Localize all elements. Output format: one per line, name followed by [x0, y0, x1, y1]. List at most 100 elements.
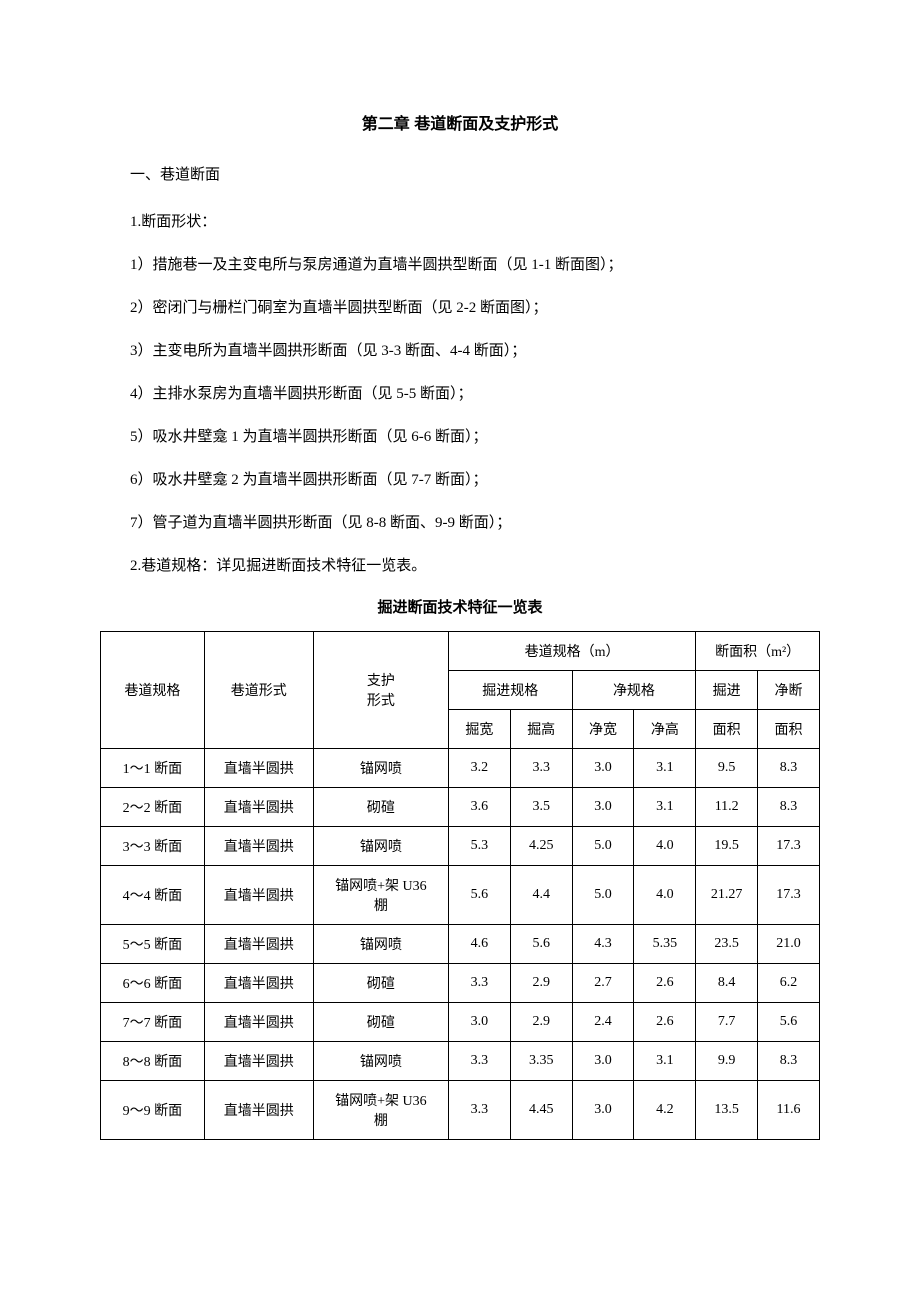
- table-cell: 5.6: [510, 925, 572, 964]
- table-cell: 锚网喷: [313, 827, 448, 866]
- table-cell: 4.0: [634, 827, 696, 866]
- table-cell: 3.6: [448, 788, 510, 827]
- table-cell: 直墙半圆拱: [204, 1042, 313, 1081]
- table-cell: 砌碹: [313, 964, 448, 1003]
- table-cell: 3.0: [572, 1081, 634, 1140]
- table-cell: 3.35: [510, 1042, 572, 1081]
- table-cell: 8～8 断面: [101, 1042, 205, 1081]
- shape-heading: 1.断面形状：: [100, 209, 820, 236]
- table-cell: 9.5: [696, 749, 758, 788]
- table-row: 7～7 断面直墙半圆拱砌碹3.02.92.42.67.75.6: [101, 1003, 820, 1042]
- th-dig-h: 掘高: [510, 710, 572, 749]
- table-body: 1～1 断面直墙半圆拱锚网喷3.23.33.03.19.58.32～2 断面直墙…: [101, 749, 820, 1140]
- table-cell: 3.3: [448, 1042, 510, 1081]
- table-cell: 3.0: [572, 1042, 634, 1081]
- table-cell: 3.1: [634, 1042, 696, 1081]
- list-item: 6）吸水井壁龛 2 为直墙半圆拱形断面（见 7-7 断面）；: [100, 467, 820, 494]
- table-cell: 8.3: [758, 749, 820, 788]
- table-cell: 直墙半圆拱: [204, 866, 313, 925]
- th-support: 支护形式: [313, 632, 448, 749]
- th-sub-net: 净规格: [572, 671, 696, 710]
- table-cell: 6.2: [758, 964, 820, 1003]
- table-cell: 4.2: [634, 1081, 696, 1140]
- table-cell: 3.0: [572, 749, 634, 788]
- table-cell: 6～6 断面: [101, 964, 205, 1003]
- table-cell: 砌碹: [313, 788, 448, 827]
- table-cell: 7～7 断面: [101, 1003, 205, 1042]
- table-cell: 5.3: [448, 827, 510, 866]
- table-cell: 5.0: [572, 827, 634, 866]
- table-cell: 锚网喷+架 U36棚: [313, 1081, 448, 1140]
- table-cell: 5.6: [448, 866, 510, 925]
- table-cell: 3.1: [634, 749, 696, 788]
- table-cell: 11.2: [696, 788, 758, 827]
- th-group-spec: 巷道规格（m）: [448, 632, 695, 671]
- table-cell: 17.3: [758, 827, 820, 866]
- table-row: 9～9 断面直墙半圆拱锚网喷+架 U36棚3.34.453.04.213.511…: [101, 1081, 820, 1140]
- list-item: 5）吸水井壁龛 1 为直墙半圆拱形断面（见 6-6 断面）；: [100, 424, 820, 451]
- table-cell: 2.7: [572, 964, 634, 1003]
- table-cell: 直墙半圆拱: [204, 1081, 313, 1140]
- table-cell: 2.9: [510, 1003, 572, 1042]
- table-cell: 锚网喷: [313, 749, 448, 788]
- list-item: 4）主排水泵房为直墙半圆拱形断面（见 5-5 断面）；: [100, 381, 820, 408]
- table-cell: 4.4: [510, 866, 572, 925]
- table-cell: 锚网喷+架 U36棚: [313, 866, 448, 925]
- th-net-w: 净宽: [572, 710, 634, 749]
- table-cell: 2.6: [634, 1003, 696, 1042]
- table-cell: 4.6: [448, 925, 510, 964]
- table-cell: 9～9 断面: [101, 1081, 205, 1140]
- spec-table: 巷道规格 巷道形式 支护形式 巷道规格（m） 断面积（m²） 掘进规格 净规格 …: [100, 631, 820, 1140]
- table-cell: 4.25: [510, 827, 572, 866]
- table-cell: 直墙半圆拱: [204, 925, 313, 964]
- th-area-dig-bot: 面积: [696, 710, 758, 749]
- table-cell: 2.6: [634, 964, 696, 1003]
- table-cell: 直墙半圆拱: [204, 749, 313, 788]
- table-cell: 3.1: [634, 788, 696, 827]
- table-cell: 23.5: [696, 925, 758, 964]
- table-row: 6～6 断面直墙半圆拱砌碹3.32.92.72.68.46.2: [101, 964, 820, 1003]
- table-cell: 7.7: [696, 1003, 758, 1042]
- table-cell: 直墙半圆拱: [204, 964, 313, 1003]
- table-row: 2～2 断面直墙半圆拱砌碹3.63.53.03.111.28.3: [101, 788, 820, 827]
- th-area-dig-top: 掘进: [696, 671, 758, 710]
- list-item: 7）管子道为直墙半圆拱形断面（见 8-8 断面、9-9 断面）；: [100, 510, 820, 537]
- document-page: 第二章 巷道断面及支护形式 一、巷道断面 1.断面形状： 1）措施巷一及主变电所…: [0, 0, 920, 1240]
- table-cell: 11.6: [758, 1081, 820, 1140]
- table-row: 8～8 断面直墙半圆拱锚网喷3.33.353.03.19.98.3: [101, 1042, 820, 1081]
- table-cell: 8.4: [696, 964, 758, 1003]
- th-area-net-bot: 面积: [758, 710, 820, 749]
- list-item: 2）密闭门与栅栏门硐室为直墙半圆拱型断面（见 2-2 断面图）；: [100, 295, 820, 322]
- table-cell: 4.3: [572, 925, 634, 964]
- section-heading: 一、巷道断面: [100, 162, 820, 189]
- table-cell: 2.9: [510, 964, 572, 1003]
- table-cell: 13.5: [696, 1081, 758, 1140]
- table-cell: 8.3: [758, 788, 820, 827]
- th-net-h: 净高: [634, 710, 696, 749]
- table-cell: 3～3 断面: [101, 827, 205, 866]
- table-row: 1～1 断面直墙半圆拱锚网喷3.23.33.03.19.58.3: [101, 749, 820, 788]
- table-cell: 砌碹: [313, 1003, 448, 1042]
- table-cell: 4.45: [510, 1081, 572, 1140]
- table-cell: 3.3: [448, 1081, 510, 1140]
- table-cell: 21.0: [758, 925, 820, 964]
- th-group-area: 断面积（m²）: [696, 632, 820, 671]
- table-title: 掘进断面技术特征一览表: [100, 596, 820, 617]
- table-cell: 3.0: [572, 788, 634, 827]
- table-cell: 5.35: [634, 925, 696, 964]
- chapter-title: 第二章 巷道断面及支护形式: [100, 110, 820, 134]
- table-cell: 1～1 断面: [101, 749, 205, 788]
- table-cell: 直墙半圆拱: [204, 1003, 313, 1042]
- table-row: 3～3 断面直墙半圆拱锚网喷5.34.255.04.019.517.3: [101, 827, 820, 866]
- spec-line: 2.巷道规格：详见掘进断面技术特征一览表。: [100, 553, 820, 580]
- list-item: 1）措施巷一及主变电所与泵房通道为直墙半圆拱型断面（见 1-1 断面图）；: [100, 252, 820, 279]
- table-cell: 3.0: [448, 1003, 510, 1042]
- th-dig-w: 掘宽: [448, 710, 510, 749]
- table-cell: 2～2 断面: [101, 788, 205, 827]
- table-cell: 3.3: [448, 964, 510, 1003]
- table-row: 4～4 断面直墙半圆拱锚网喷+架 U36棚5.64.45.04.021.2717…: [101, 866, 820, 925]
- table-cell: 4.0: [634, 866, 696, 925]
- th-form: 巷道形式: [204, 632, 313, 749]
- th-spec: 巷道规格: [101, 632, 205, 749]
- table-cell: 8.3: [758, 1042, 820, 1081]
